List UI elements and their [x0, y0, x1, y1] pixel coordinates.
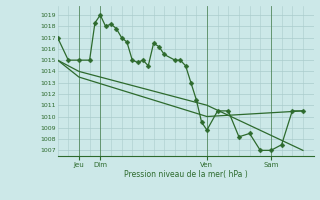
X-axis label: Pression niveau de la mer( hPa ): Pression niveau de la mer( hPa ): [124, 170, 247, 179]
